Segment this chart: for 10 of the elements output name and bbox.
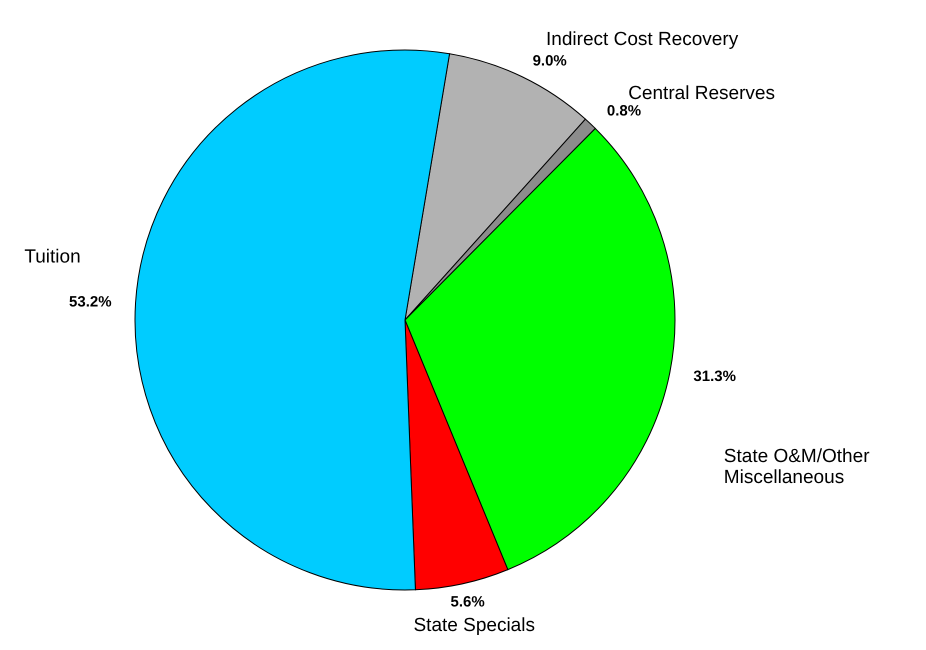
data-label: 31.3%	[693, 368, 736, 385]
data-label: 5.6%	[450, 593, 485, 610]
data-label: 53.2%	[69, 294, 112, 311]
slice-label: State O&M/Other Miscellaneous	[724, 446, 870, 488]
slice-label: Indirect Cost Recovery	[546, 28, 739, 50]
data-label: 0.8%	[606, 102, 642, 120]
slice-label: Tuition	[24, 246, 81, 268]
slice-label: State Specials	[414, 614, 535, 636]
slice-label: Central Reserves	[628, 83, 775, 104]
data-label: 9.0%	[532, 52, 567, 70]
